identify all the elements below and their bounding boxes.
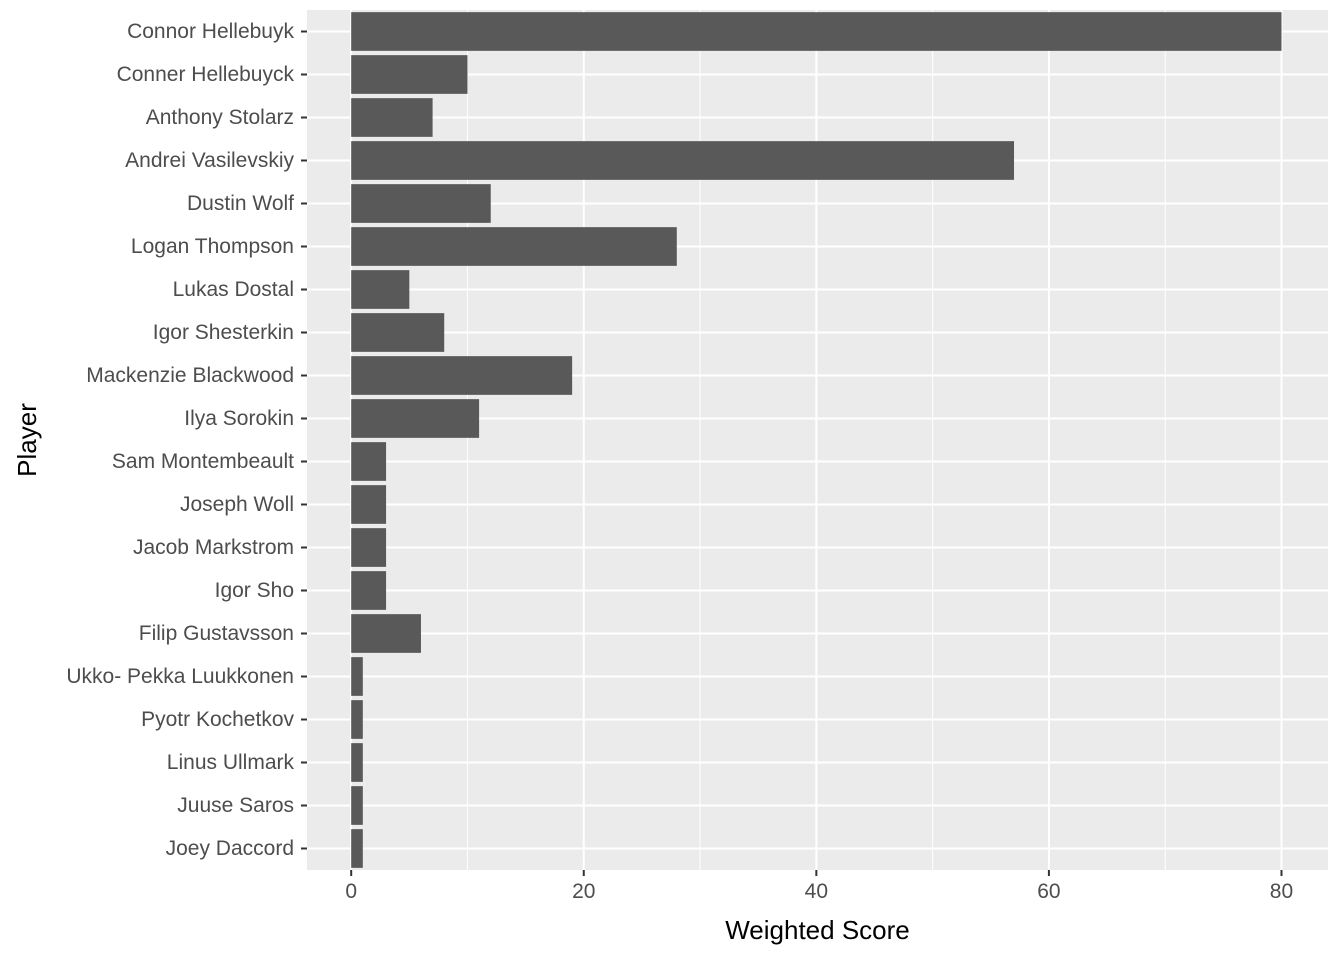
x-tick-label: 80 [1270,880,1293,903]
y-axis: Connor Hellebuyk Conner Hellebuyck Anthony… [66,20,307,860]
y-tick-label: Conner Hellebuyck [117,63,295,86]
y-tick-label: Connor Hellebuyk [127,20,294,43]
y-axis-title: Player [12,403,42,477]
bars [351,12,1282,868]
y-tick-label: Igor Sho [215,579,294,602]
bar-ukko-pekka-luukkonen [351,657,363,696]
bar-mackenzie-blackwood [351,356,573,395]
bar-anthony-stolarz [351,98,433,137]
bar-joseph-woll [351,485,387,524]
plot-panel [307,10,1328,870]
y-tick-label: Dustin Wolf [187,192,294,215]
y-tick-label: Joseph Woll [180,493,294,516]
x-axis: 0 20 40 60 80 [345,870,1293,903]
bar-jacob-markstrom [351,528,387,567]
bar-pyotr-kochetkov [351,700,363,739]
bar-joey-daccord [351,829,363,868]
x-tick-label: 60 [1037,880,1060,903]
bar-connor-hellebuyk [351,12,1282,51]
bar-juuse-saros [351,786,363,825]
y-tick-label: Linus Ullmark [167,751,295,774]
bar-logan-thompson [351,227,677,266]
y-tick-label: Ukko- Pekka Luukkonen [66,665,294,688]
x-tick-label: 40 [805,880,828,903]
x-tick-label: 20 [572,880,595,903]
bar-dustin-wolf [351,184,491,223]
y-tick-label: Sam Montembeault [112,450,294,473]
bar-conner-hellebuyck [351,55,468,94]
y-tick-label: Lukas Dostal [173,278,294,301]
y-tick-label: Logan Thompson [131,235,294,258]
y-tick-label: Jacob Markstrom [133,536,294,559]
x-axis-title: Weighted Score [725,915,910,945]
x-tick-label: 0 [345,880,357,903]
y-tick-label: Joey Daccord [166,837,294,860]
bar-filip-gustavsson [351,614,421,653]
y-tick-label: Anthony Stolarz [146,106,294,129]
y-tick-label: Andrei Vasilevskiy [125,149,294,172]
y-tick-label: Mackenzie Blackwood [86,364,294,387]
y-tick-label: Igor Shesterkin [153,321,294,344]
y-tick-label: Juuse Saros [177,794,294,817]
bar-linus-ullmark [351,743,363,782]
bar-igor-sho [351,571,387,610]
y-tick-label: Filip Gustavsson [139,622,294,645]
bar-andrei-vasilevskiy [351,141,1015,180]
y-tick-label: Ilya Sorokin [184,407,294,430]
bar-igor-shesterkin [351,313,445,352]
y-tick-label: Pyotr Kochetkov [141,708,294,731]
bar-sam-montembeault [351,442,387,481]
bar-ilya-sorokin [351,399,480,438]
bar-lukas-dostal [351,270,410,309]
